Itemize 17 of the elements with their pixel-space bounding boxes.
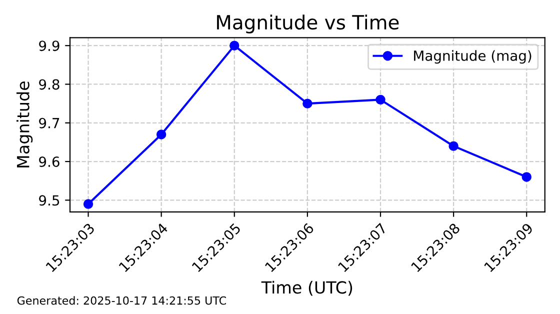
point <box>522 172 532 182</box>
y-tick-label: 9.8 <box>39 79 60 90</box>
point <box>302 98 312 108</box>
legend-label: Magnitude (mag) <box>414 50 532 64</box>
chart-title: Magnitude vs Time <box>217 14 399 34</box>
x-axis-title: Time (UTC) <box>261 280 352 296</box>
point <box>448 141 458 151</box>
point <box>83 199 94 209</box>
y-tick-label: 9.6 <box>39 156 60 167</box>
point <box>230 40 240 50</box>
point <box>156 130 166 140</box>
y-tick-label: 9.5 <box>39 195 60 206</box>
y-axis-title: Magnitude <box>16 82 33 168</box>
text: Generated: 2025-10-17 14:21:55 UTC <box>17 296 226 305</box>
y-tick-label: 9.9 <box>39 40 60 52</box>
point <box>376 94 386 105</box>
y-tick-label: 9.7 <box>39 118 60 128</box>
